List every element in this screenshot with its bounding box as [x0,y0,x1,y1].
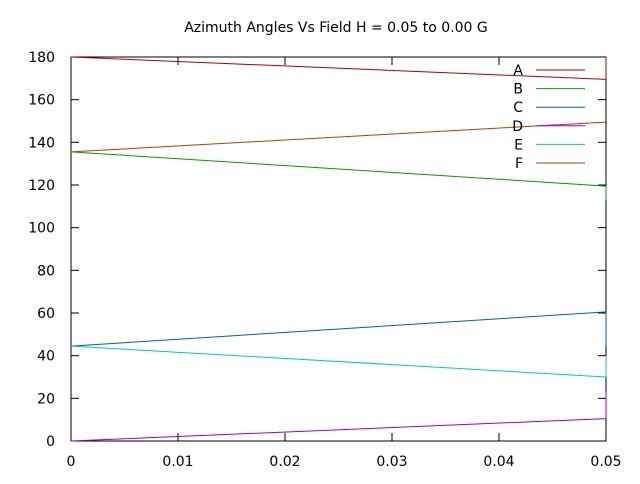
series-lines [70,56,607,442]
plot-frame [70,56,607,442]
y-tick-label: 20 [37,391,55,407]
legend-label-f: F [515,156,523,172]
x-tick-label: 0.04 [483,454,514,470]
x-tick-label: 0.02 [269,454,300,470]
y-tick-label: 140 [28,135,55,151]
x-tick-label: 0.03 [376,454,407,470]
y-tick-label: 100 [28,221,55,237]
y-axis: 0 20 40 60 80 100 120 140 160 180 [28,50,606,450]
series-line-d [70,391,607,442]
x-tick-label: 0.01 [162,454,193,470]
legend-label-e: E [514,137,523,153]
series-line-c [70,311,607,347]
legend-label-d: D [512,119,523,135]
series-line-e [70,345,607,378]
legend-label-b: B [513,82,523,98]
legend-label-c: C [513,100,523,116]
y-tick-label: 60 [37,306,55,322]
x-tick-label: 0.05 [590,454,621,470]
chart-title: Azimuth Angles Vs Field H = 0.05 to 0.00… [184,20,488,36]
series-line-b [70,151,607,200]
y-tick-label: 0 [46,434,55,450]
y-tick-label: 180 [28,50,55,66]
series-line-a [70,56,607,80]
x-tick-label: 0 [67,454,76,470]
y-tick-label: 80 [37,263,55,279]
y-tick-label: 40 [37,349,55,365]
y-tick-label: 160 [28,93,55,109]
legend-label-a: A [513,63,523,79]
y-tick-label: 120 [28,178,55,194]
series-line-f [70,121,607,153]
x-axis: 0 0.01 0.02 0.03 0.04 0.05 [67,57,622,470]
